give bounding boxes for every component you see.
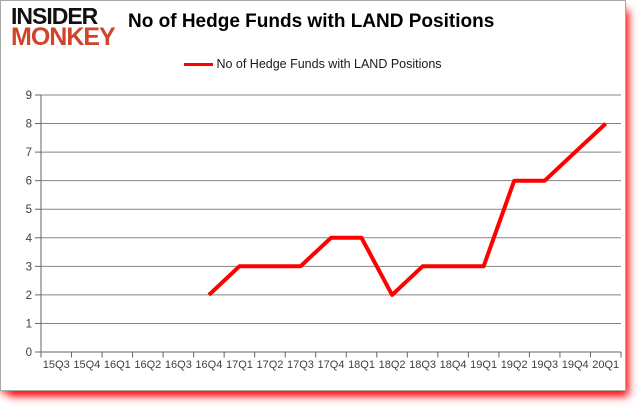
svg-text:18Q2: 18Q2: [379, 359, 406, 371]
svg-text:19Q4: 19Q4: [562, 359, 589, 371]
svg-text:19Q2: 19Q2: [501, 359, 528, 371]
svg-text:16Q4: 16Q4: [195, 359, 222, 371]
svg-text:18Q3: 18Q3: [409, 359, 436, 371]
svg-text:3: 3: [26, 261, 32, 273]
svg-text:20Q1: 20Q1: [592, 359, 619, 371]
svg-text:1: 1: [26, 318, 32, 330]
svg-text:16Q2: 16Q2: [134, 359, 161, 371]
svg-text:18Q4: 18Q4: [440, 359, 467, 371]
legend-label: No of Hedge Funds with LAND Positions: [216, 57, 442, 71]
chart-title: No of Hedge Funds with LAND Positions: [128, 11, 495, 32]
svg-text:15Q3: 15Q3: [43, 359, 70, 371]
svg-text:19Q1: 19Q1: [470, 359, 497, 371]
insider-monkey-logo: INSIDER MONKEY: [11, 3, 116, 51]
logo-insider-text: INSIDER: [11, 3, 98, 29]
svg-text:4: 4: [26, 233, 33, 245]
svg-text:18Q1: 18Q1: [348, 359, 375, 371]
svg-text:15Q4: 15Q4: [73, 359, 100, 371]
svg-text:17Q2: 17Q2: [256, 359, 283, 371]
svg-text:7: 7: [26, 147, 32, 159]
svg-text:17Q4: 17Q4: [318, 359, 345, 371]
svg-text:2: 2: [26, 290, 32, 302]
legend-line-swatch: [184, 62, 214, 66]
svg-text:17Q1: 17Q1: [226, 359, 253, 371]
svg-text:9: 9: [26, 90, 32, 102]
svg-text:16Q3: 16Q3: [165, 359, 192, 371]
chart-legend: No of Hedge Funds with LAND Positions: [1, 57, 625, 71]
svg-text:8: 8: [26, 119, 32, 131]
svg-text:5: 5: [26, 204, 32, 216]
logo-monkey-text: MONKEY: [11, 22, 116, 51]
chart-frame: INSIDER MONKEY No of Hedge Funds with LA…: [0, 0, 626, 391]
svg-text:0: 0: [26, 347, 32, 359]
svg-text:16Q1: 16Q1: [104, 359, 131, 371]
svg-text:19Q3: 19Q3: [531, 359, 558, 371]
svg-text:6: 6: [26, 176, 32, 188]
svg-text:17Q3: 17Q3: [287, 359, 314, 371]
